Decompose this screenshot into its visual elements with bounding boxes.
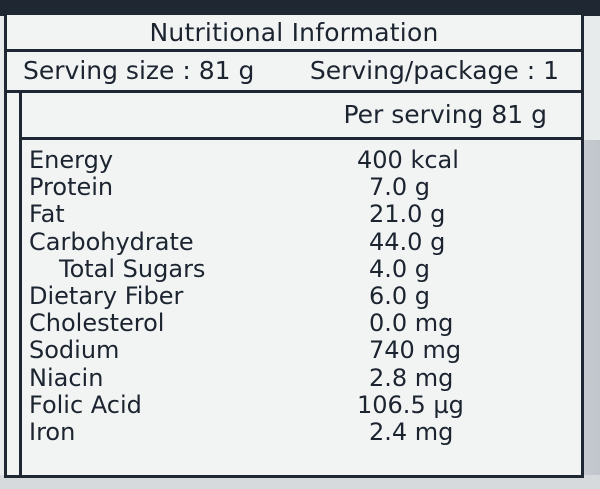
nutrient-name: Iron [29, 417, 76, 446]
nutrient-value: 740 mg [369, 336, 462, 365]
nutrient-name: Protein [29, 173, 114, 202]
serving-info-row: Serving size : 81 g Serving/package : 1 [7, 53, 581, 89]
serving-size: Serving size : 81 g [23, 56, 255, 85]
nutrient-list: Energy 400 kcal Protein 7.0 g Fat 21.0 g Carbo… [7, 147, 581, 446]
nutrient-name: Energy [29, 146, 114, 174]
nutrient-value: 0.0 mg [369, 309, 454, 338]
nutrient-row: Iron 2.4 mg [7, 417, 581, 446]
divider-header [19, 137, 581, 140]
nutrition-label: Nutritional Information Serving size : 8… [4, 12, 584, 478]
nutrient-name: Niacin [29, 363, 104, 392]
nutrient-value: 6.0 g [369, 281, 431, 310]
nutrient-name: Dietary Fiber [29, 281, 184, 310]
nutrient-row: Energy 400 kcal [7, 147, 581, 174]
nutrient-row: Protein 7.0 g [7, 174, 581, 201]
nutrient-value: 7.0 g [369, 173, 431, 202]
nutrient-row: Carbohydrate 44.0 g [7, 227, 581, 256]
divider-title [7, 49, 581, 52]
left-inner-border [19, 90, 22, 475]
nutrient-name: Fat [29, 200, 65, 229]
per-serving-header-row: Per serving 81 g [7, 97, 581, 133]
package-edge-bottom [0, 475, 600, 489]
nutrient-value: 4.0 g [369, 254, 431, 283]
nutrient-row: Folic Acid 106.5 µg [7, 390, 581, 419]
nutrient-row: Dietary Fiber 6.0 g [7, 281, 581, 310]
nutrient-value: 106.5 µg [357, 390, 464, 419]
serving-per-package: Serving/package : 1 [309, 56, 559, 85]
nutrient-value: 2.4 mg [369, 417, 454, 446]
nutrient-row: Total Sugars 4.0 g [7, 254, 581, 283]
nutrient-value: 2.8 mg [369, 363, 454, 392]
nutrient-value: 44.0 g [369, 227, 446, 256]
nutrient-name: Carbohydrate [29, 227, 194, 256]
label-title: Nutritional Information [149, 18, 439, 47]
nutrient-row: Fat 21.0 g [7, 201, 581, 228]
nutrient-row: Cholesterol 0.0 mg [7, 310, 581, 337]
divider-serving [7, 90, 581, 93]
nutrient-name: Sodium [29, 336, 120, 365]
nutrient-value: 21.0 g [369, 200, 446, 229]
nutrient-name: Total Sugars [59, 254, 206, 283]
nutrient-row: Niacin 2.8 mg [7, 363, 581, 392]
nutrient-row: Sodium 740 mg [7, 337, 581, 364]
nutrient-value: 400 kcal [357, 146, 459, 174]
nutrient-name: Folic Acid [29, 390, 142, 419]
nutrient-name: Cholesterol [29, 309, 165, 338]
per-serving-header: Per serving 81 g [343, 100, 547, 129]
